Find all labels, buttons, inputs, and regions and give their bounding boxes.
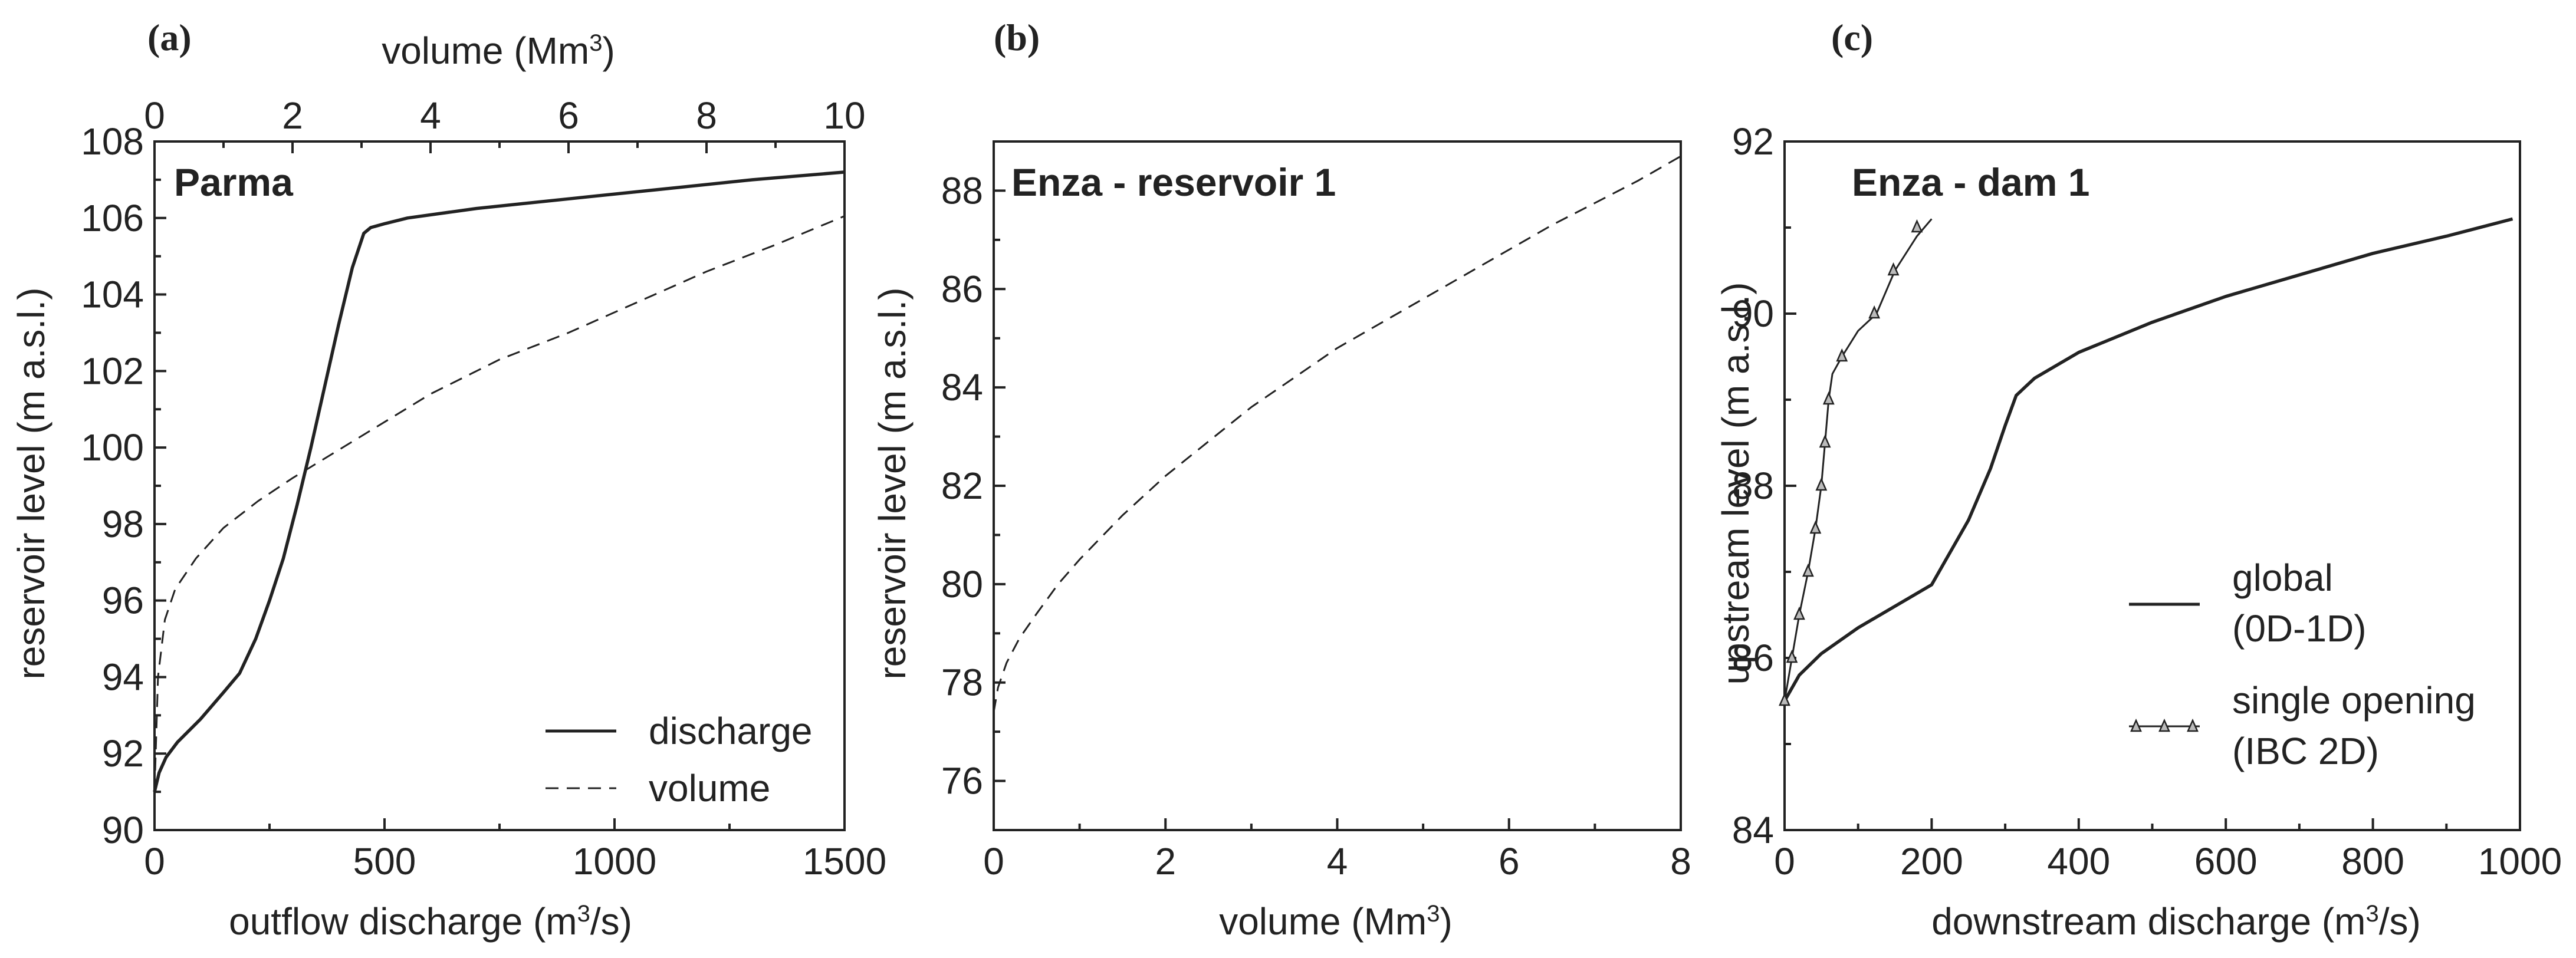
plot-area-c: 84 86 88 90 92 0 200 400 600 800 1000 [1732,120,2562,883]
panel-b-enza-reservoir: (b) 76 78 80 82 84 86 88 0 2 4 6 8 Enza - reservoir… [871,17,1691,943]
y-tick-label: 106 [81,197,144,239]
x-tick-label: 0 [1774,840,1795,883]
x-tick-label: 6 [1499,840,1520,883]
series-line-0-0 [153,170,845,792]
x2-tick-label: 6 [558,94,579,137]
y-tick-label: 92 [102,732,144,775]
x-axis-label-volume-b: volume (Mm3) [1219,900,1453,943]
legend-c: global (0D-1D) single opening (IBC 2D) [2129,557,2476,772]
data-point-triangle [1815,477,1828,491]
y-tick-label: 90 [102,809,144,851]
legend-label-volume: volume [649,767,770,809]
data-point-triangle [1793,606,1805,620]
y-tick-label: 96 [102,580,144,622]
x-tick-label: 200 [1900,840,1963,883]
x2-tick-label: 0 [144,94,165,137]
x-axis-label-downstream: downstream discharge (m3/s) [1931,900,2421,943]
y-tick-label: 108 [81,120,144,163]
y-tick-label: 92 [1732,120,1774,163]
legend-marker-triangle-3 [2187,718,2199,732]
y-tick-label: 98 [102,503,144,545]
legend-label-global-2: (0D-1D) [2232,607,2367,650]
panel-label-c: (c) [1831,17,1873,58]
x-tick-label: 1000 [2478,840,2562,883]
data-point-triangle [1809,520,1822,534]
panel-title-enza-dam: Enza - dam 1 [1852,160,2089,204]
data-point-triangle [1802,563,1814,577]
x-tick-label: 500 [353,840,416,883]
legend-marker-triangle-2 [2158,718,2170,732]
panel-label-a: (a) [147,17,192,58]
x-tick-label: 8 [1670,840,1691,883]
panel-c-enza-dam: (c) 84 86 88 90 92 0 200 400 600 800 1000 Enza - d… [1714,17,2562,943]
legend-label-global-1: global [2232,557,2333,599]
y-tick-label: 76 [941,760,983,802]
x-tick-label: 600 [2194,840,2258,883]
series-line-2-0 [1783,217,2513,702]
y-tick-label: 80 [941,563,983,605]
series-line-1-0 [993,155,1681,713]
y-tick-label: 94 [102,656,144,698]
y-tick-label: 100 [81,426,144,469]
y-tick-label: 88 [941,169,983,212]
x2-tick-label: 4 [420,94,441,137]
y-tick-label: 78 [941,661,983,704]
legend-a: discharge volume [546,710,813,809]
x2-tick-label: 10 [823,94,865,137]
x-tick-label: 0 [144,840,165,883]
y-tick-label: 84 [1732,809,1774,851]
x-tick-label: 0 [983,840,1004,883]
y-tick-label: 86 [941,268,983,310]
legend-label-single-opening-2: (IBC 2D) [2232,730,2379,772]
panel-title-parma: Parma [174,160,294,204]
y-tick-label: 84 [941,366,983,409]
x2-tick-label: 2 [282,94,303,137]
data-point-triangle [1779,692,1790,706]
y-tick-label: 88 [1732,465,1774,507]
data-point-triangle [1887,262,1900,276]
y-axis-label-b: reservoir level (m a.s.l.) [871,288,914,680]
y-tick-label: 104 [81,274,144,316]
y-tick-label: 82 [941,465,983,507]
x-tick-label: 4 [1327,840,1348,883]
plot-frame [993,140,1682,831]
top-axis-label-volume: volume (Mm3) [382,29,615,72]
panel-title-enza-reservoir: Enza - reservoir 1 [1011,160,1336,204]
y-tick-label: 90 [1732,292,1774,335]
data-point-triangle [1819,434,1831,448]
y-axis-label-a: reservoir level (m a.s.l.) [10,288,52,680]
y-axis-label-c: upstream level (m a.s.l.) [1714,282,1757,685]
x-tick-label: 1500 [803,840,886,883]
data-point-triangle [1822,391,1835,405]
data-point-triangle [1786,649,1798,663]
data-point-triangle [1836,348,1848,362]
data-point-triangle [1911,219,1923,233]
legend-label-discharge: discharge [649,710,813,752]
y-tick-label: 102 [81,350,144,392]
x-tick-label: 1000 [573,840,656,883]
series-line-0-1 [153,215,845,792]
panel-label-b: (b) [994,17,1040,58]
plot-area-b: 76 78 80 82 84 86 88 0 2 4 6 8 [941,140,1691,883]
x-axis-label-outflow: outflow discharge (m3/s) [229,900,632,943]
panel-a-parma: (a) volume (Mm3) 90929496981001021041061… [10,17,886,943]
legend-label-single-opening-1: single opening [2232,679,2476,722]
x-tick-label: 800 [2341,840,2404,883]
y-tick-label: 86 [1732,637,1774,679]
x-tick-label: 400 [2047,840,2110,883]
legend-marker-triangle-1 [2130,718,2142,732]
x2-tick-label: 8 [696,94,717,137]
x-tick-label: 2 [1155,840,1176,883]
data-point-triangle [1868,305,1881,319]
